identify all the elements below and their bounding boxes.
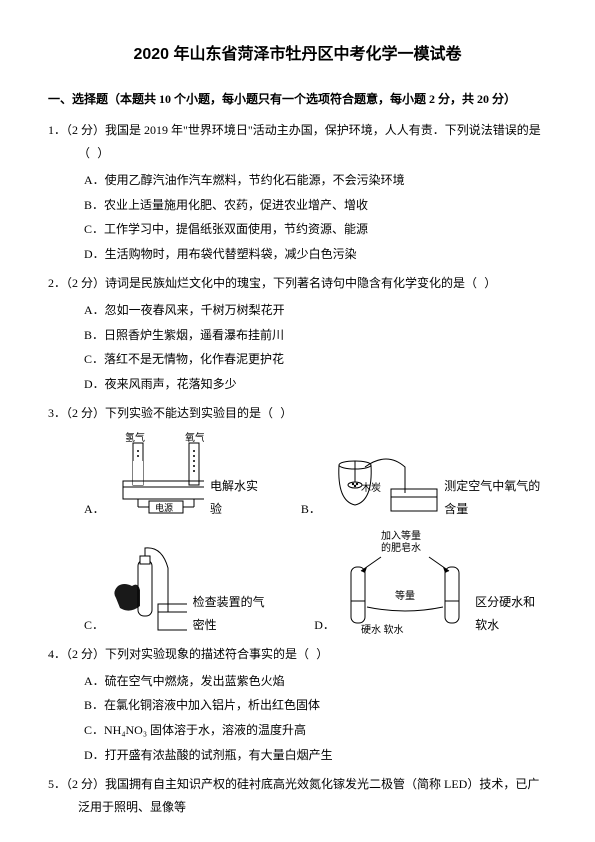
figure-a-caption: 电解水实验 xyxy=(210,475,261,521)
figure-a: A． 氢气 氧气 电源 xyxy=(84,431,261,521)
figure-c-label: C． xyxy=(84,614,104,637)
answer-blank xyxy=(276,402,277,425)
q4-option-d: D．打开盛有浓盐酸的试剂瓶，有大量白烟产生 xyxy=(48,744,547,767)
figure-d-label: D． xyxy=(314,614,335,637)
q2-close: ） xyxy=(484,276,496,290)
q4-stem: 4．（2 分）下列对实验现象的描述符合事实的是（ ） xyxy=(48,643,547,666)
hardwater-diagram: 加入等量 的肥皂水 等量 硬水 软水 xyxy=(341,527,469,637)
figure-c-caption: 检查装置的气密性 xyxy=(193,591,275,637)
section-heading: 一、选择题（本题共 10 个小题，每小题只有一个选项符合题意，每小题 2 分，共… xyxy=(48,88,547,111)
q4-option-a: A．硫在空气中燃烧，发出蓝紫色火焰 xyxy=(48,670,547,693)
figure-b: B． 木炭 水 测定空气中氧气的含量 xyxy=(301,431,547,521)
question-5: 5．（2 分）我国拥有自主知识产权的硅衬底高光效氮化镓发光二极管（简称 LED）… xyxy=(48,773,547,819)
question-3: 3．（2 分）下列实验不能达到实验目的是（ ） A． 氢气 氧气 xyxy=(48,402,547,637)
q2-stem: 2．（2 分）诗词是民族灿烂文化中的瑰宝，下列著名诗句中隐含有化学变化的是（ ） xyxy=(48,272,547,295)
q2-option-a: A．忽如一夜春风来，千树万树梨花开 xyxy=(48,299,547,322)
equal-label: 等量 xyxy=(395,589,415,602)
hydrogen-label: 氢气 xyxy=(125,431,145,444)
q3-close: ） xyxy=(280,406,292,420)
q5-stem-text: 5．（2 分）我国拥有自主知识产权的硅衬底高光效氮化镓发光二极管（简称 LED）… xyxy=(48,777,539,814)
hard-soft-label: 硬水 软水 xyxy=(361,623,404,636)
page-title: 2020 年山东省菏泽市牡丹区中考化学一模试卷 xyxy=(48,40,547,70)
question-1: 1．（2 分）我国是 2019 年"世界环境日"活动主办国，保护环境，人人有责．… xyxy=(48,119,547,266)
q2-option-d: D．夜来风雨声，花落知多少 xyxy=(48,373,547,396)
power-label: 电源 xyxy=(155,502,173,513)
figure-row-cd: C． 检查装置的气密性 D． 加入等量 的肥皂水 xyxy=(48,527,547,637)
q2-stem-text: 2．（2 分）诗词是民族灿烂文化中的瑰宝，下列著名诗句中隐含有化学变化的是（ xyxy=(48,276,477,290)
q2-option-c: C．落红不是无情物，化作春泥更护花 xyxy=(48,348,547,371)
answer-blank xyxy=(480,272,481,295)
q3-stem-text: 3．（2 分）下列实验不能达到实验目的是（ xyxy=(48,406,273,420)
q1-stem: 1．（2 分）我国是 2019 年"世界环境日"活动主办国，保护环境，人人有责．… xyxy=(48,119,547,165)
figure-d: D． 加入等量 的肥皂水 等量 硬水 软水 区分硬水和软水 xyxy=(314,527,547,637)
q4-close: ） xyxy=(316,647,328,661)
figure-d-caption: 区分硬水和软水 xyxy=(475,591,547,637)
figure-row-ab: A． 氢气 氧气 电源 xyxy=(48,431,547,521)
question-2: 2．（2 分）诗词是民族灿烂文化中的瑰宝，下列著名诗句中隐含有化学变化的是（ ）… xyxy=(48,272,547,396)
figure-b-label: B． xyxy=(301,498,321,521)
q1-close: ） xyxy=(97,146,109,160)
q1-option-d: D．生活购物时，用布袋代替塑料袋，减少白色污染 xyxy=(48,243,547,266)
oxygen-measure-diagram: 木炭 水 xyxy=(327,431,438,521)
soap-label: 加入等量 xyxy=(381,529,421,542)
answer-blank xyxy=(312,643,313,666)
q1-option-c: C．工作学习中，提倡纸张双面使用，节约资源、能源 xyxy=(48,218,547,241)
figure-a-label: A． xyxy=(84,498,105,521)
electrolysis-diagram: 氢气 氧气 电源 xyxy=(111,431,204,521)
q1-stem-text: 1．（2 分）我国是 2019 年"世界环境日"活动主办国，保护环境，人人有责．… xyxy=(48,123,541,160)
q4-option-b: B．在氯化铜溶液中加入铝片，析出红色固体 xyxy=(48,694,547,717)
q3-stem: 3．（2 分）下列实验不能达到实验目的是（ ） xyxy=(48,402,547,425)
figure-c: C． 检查装置的气密性 xyxy=(84,542,274,637)
q2-option-b: B．日照香炉生紫烟，遥看瀑布挂前川 xyxy=(48,324,547,347)
q4-stem-text: 4．（2 分）下列对实验现象的描述符合事实的是（ xyxy=(48,647,309,661)
q5-stem: 5．（2 分）我国拥有自主知识产权的硅衬底高光效氮化镓发光二极管（简称 LED）… xyxy=(48,773,547,819)
q1-option-a: A．使用乙醇汽油作汽车燃料，节约化石能源，不会污染环境 xyxy=(48,169,547,192)
question-4: 4．（2 分）下列对实验现象的描述符合事实的是（ ） A．硫在空气中燃烧，发出蓝… xyxy=(48,643,547,767)
charcoal-label: 木炭 xyxy=(361,482,381,494)
figure-b-caption: 测定空气中氧气的含量 xyxy=(444,475,547,521)
answer-blank xyxy=(93,142,94,165)
q4-option-c: C．NH₄NO₃ 固体溶于水，溶液的温度升高 xyxy=(48,719,547,742)
soap-label2: 的肥皂水 xyxy=(381,541,421,554)
oxygen-label: 氧气 xyxy=(185,431,204,444)
airtight-diagram xyxy=(110,542,187,637)
q1-option-b: B．农业上适量施用化肥、农药，促进农业增产、增收 xyxy=(48,194,547,217)
